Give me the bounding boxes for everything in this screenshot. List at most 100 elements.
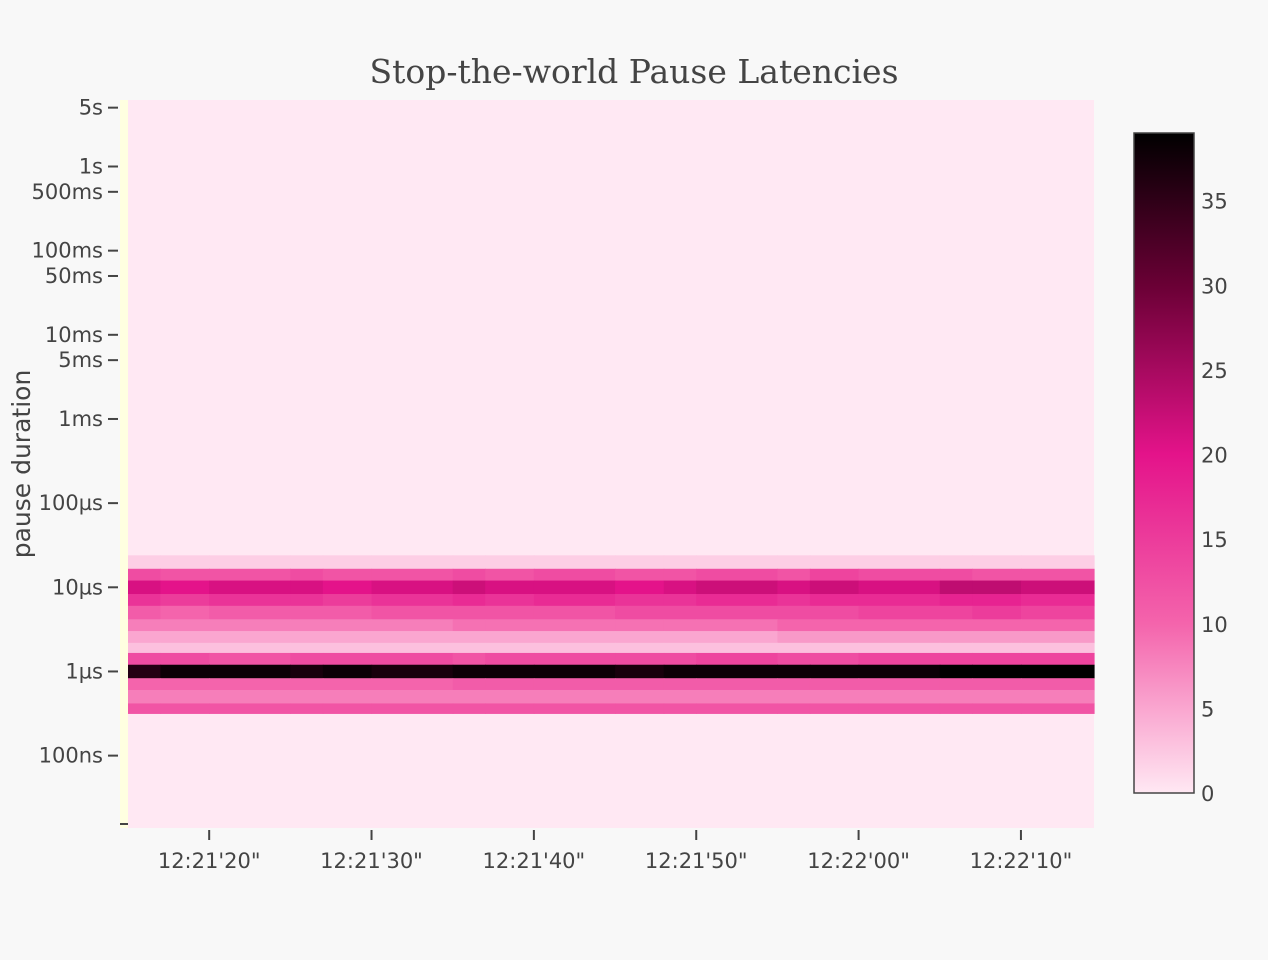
heatmap-cell (371, 555, 454, 570)
heatmap-cell (128, 568, 162, 581)
heatmap-cell (485, 568, 535, 581)
heatmap-cell (939, 568, 973, 581)
heatmap-cell (939, 642, 973, 654)
heatmap-cell (209, 703, 291, 714)
colorbar-tick-label: 35 (1201, 190, 1228, 214)
heatmap-cell (777, 619, 811, 632)
heatmap-cell (452, 580, 486, 595)
heatmap-cell (533, 652, 616, 666)
x-tick-label: 12:21'50" (645, 849, 748, 873)
colorbar-tick-label: 0 (1201, 782, 1214, 806)
heatmap-cell (209, 605, 291, 620)
heatmap-cell (533, 580, 616, 595)
heatmap-cell (160, 642, 210, 654)
heatmap-cell (322, 580, 373, 595)
heatmap-cell (696, 642, 779, 654)
heatmap-cell (209, 594, 291, 607)
heatmap-cell (663, 664, 697, 679)
heatmap-cell (160, 689, 210, 704)
heatmap-cell (160, 703, 210, 714)
heatmap-cell (322, 703, 373, 714)
heatmap-cell (809, 631, 860, 644)
colorbar-tick-label: 5 (1201, 697, 1214, 721)
heatmap-cell (858, 689, 941, 704)
heatmap-cell (858, 664, 941, 679)
x-tick-label: 12:22'00" (807, 849, 910, 873)
heatmap-cell (663, 631, 697, 644)
heatmap-cell (696, 703, 779, 714)
x-tick-label: 12:21'20" (158, 849, 261, 873)
heatmap-cell (809, 619, 860, 632)
heatmap-cell (322, 631, 373, 644)
heatmap-cell (858, 555, 941, 570)
heatmap-cell (615, 568, 665, 581)
heatmap-cell (1020, 689, 1095, 704)
heatmap-cells (128, 555, 1095, 714)
colorbar-tick-label: 20 (1201, 444, 1228, 468)
heatmap-cell (615, 642, 665, 654)
heatmap-cell (128, 555, 162, 570)
heatmap-cell (209, 664, 291, 679)
heatmap-cell (972, 631, 1022, 644)
heatmap-cell (809, 664, 860, 679)
heatmap-cell (452, 678, 486, 691)
heatmap-cell (858, 703, 941, 714)
heatmap-cell (533, 703, 616, 714)
y-tick-label: 100ms (32, 239, 103, 263)
heatmap-cell (452, 664, 486, 679)
heatmap-cell (809, 678, 860, 691)
heatmap-cell (1020, 664, 1095, 679)
heatmap-cell (290, 703, 324, 714)
heatmap-cell (972, 619, 1022, 632)
heatmap-cell (777, 555, 811, 570)
heatmap-cell (452, 689, 486, 704)
heatmap-cell (290, 605, 324, 620)
heatmap-cell (777, 652, 811, 666)
heatmap-cell (533, 689, 616, 704)
heatmap-cell (615, 678, 665, 691)
heatmap-cell (939, 580, 973, 595)
heatmap-cell (777, 568, 811, 581)
heatmap-cell (858, 652, 941, 666)
heatmap-cell (533, 568, 616, 581)
y-axis-title: pause duration (7, 370, 36, 559)
heatmap-cell (160, 619, 210, 632)
heatmap-cell (663, 678, 697, 691)
heatmap-cell (371, 619, 454, 632)
heatmap-cell (939, 555, 973, 570)
heatmap-cell (128, 605, 162, 620)
heatmap-cell (1020, 568, 1095, 581)
y-tick-label: 5s (79, 96, 103, 120)
heatmap-cell (777, 605, 811, 620)
heatmap-cell (209, 568, 291, 581)
heatmap-cell (1020, 594, 1095, 607)
heatmap-cell (858, 594, 941, 607)
heatmap-cell (939, 652, 973, 666)
heatmap-cell (696, 664, 779, 679)
heatmap-cell (615, 703, 665, 714)
heatmap-cell (1020, 678, 1095, 691)
heatmap-cell (290, 689, 324, 704)
heatmap-cell (663, 689, 697, 704)
heatmap-cell (696, 568, 779, 581)
heatmap-cell (371, 703, 454, 714)
heatmap-cell (809, 594, 860, 607)
y-tick-label: 1ms (58, 407, 103, 431)
heatmap-cell (777, 594, 811, 607)
heatmap-cell (663, 619, 697, 632)
heatmap-cell (160, 580, 210, 595)
heatmap-cell (371, 642, 454, 654)
heatmap-cell (322, 642, 373, 654)
heatmap-cell (1020, 619, 1095, 632)
heatmap-cell (452, 703, 486, 714)
heatmap-cell (939, 605, 973, 620)
heatmap-cell (485, 605, 535, 620)
heatmap-cell (322, 555, 373, 570)
heatmap-cell (777, 678, 811, 691)
heatmap-cell (452, 631, 486, 644)
y-tick-label: 10ms (45, 323, 103, 347)
heatmap-cell (290, 642, 324, 654)
heatmap-cell (858, 605, 941, 620)
heatmap-cell (777, 703, 811, 714)
y-tick-label: 50ms (45, 264, 103, 288)
